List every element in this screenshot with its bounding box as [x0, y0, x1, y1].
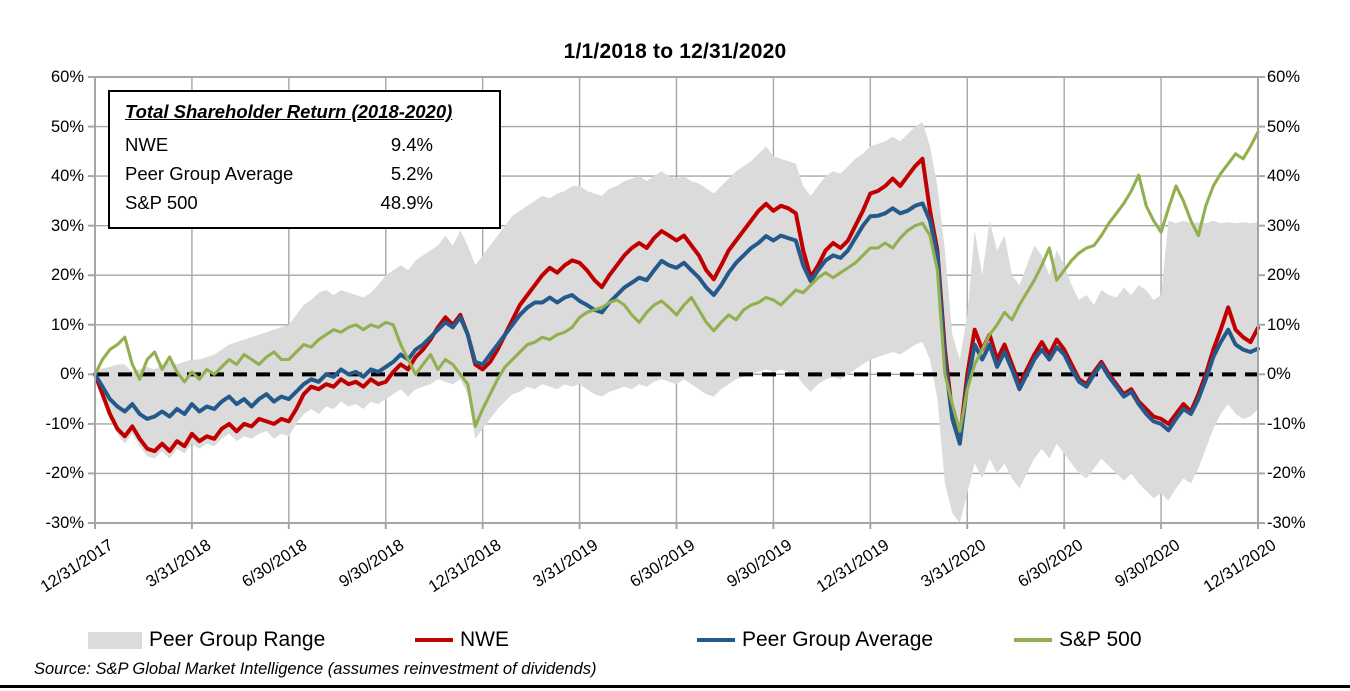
- y-tick-label-left: -10%: [45, 414, 84, 433]
- chart-title: 1/1/2018 to 12/31/2020: [563, 40, 787, 63]
- tsr-summary-row-peer: Peer Group Average 5.2%: [125, 159, 483, 188]
- y-tick-label-right: -20%: [1267, 464, 1306, 483]
- tsr-summary-title: Total Shareholder Return (2018-2020): [125, 101, 453, 122]
- y-tick-label-left: 30%: [50, 216, 84, 235]
- legend-item-sp500: S&P 500: [1014, 626, 1142, 654]
- legend-item-nwe: NWE: [415, 626, 509, 654]
- peer-group-average-line-swatch: [697, 637, 735, 643]
- legend-item-peer-group-average: Peer Group Average: [697, 626, 933, 654]
- y-tick-label-right: -10%: [1267, 414, 1306, 433]
- y-tick-label-left: -20%: [45, 464, 84, 483]
- y-tick-label-right: 60%: [1267, 68, 1301, 86]
- source-note: Source: S&P Global Market Intelligence (…: [34, 660, 597, 678]
- legend-label-sp500: S&P 500: [1059, 628, 1142, 651]
- y-tick-label-right: 40%: [1267, 167, 1301, 186]
- tsr-summary-label-sp500: S&P 500: [125, 192, 198, 213]
- y-tick-label-left: 50%: [50, 117, 84, 136]
- tsr-summary-value-nwe: 9.4%: [390, 134, 433, 155]
- y-tick-label-left: 40%: [50, 167, 84, 186]
- tsr-summary-row-sp500: S&P 500 48.9%: [125, 188, 483, 217]
- y-tick-label-left: 10%: [50, 315, 84, 334]
- peer-group-range-swatch: [88, 631, 142, 649]
- sp500-line-swatch: [1014, 637, 1052, 643]
- legend-label-peer-group-range: Peer Group Range: [149, 628, 326, 651]
- y-tick-label-right: 50%: [1267, 117, 1301, 136]
- legend-label-nwe: NWE: [460, 628, 509, 651]
- y-tick-label-right: 10%: [1267, 315, 1301, 334]
- y-tick-label-left: 0%: [60, 365, 84, 384]
- legend-label-peer-group-average: Peer Group Average: [742, 628, 934, 651]
- bottom-divider: [0, 685, 1350, 688]
- tsr-summary-box: Total Shareholder Return (2018-2020) NWE…: [108, 90, 501, 229]
- y-tick-label-left: -30%: [45, 514, 84, 532]
- tsr-summary-label-nwe: NWE: [125, 134, 169, 155]
- nwe-line-swatch: [415, 637, 453, 643]
- tsr-summary-label-peer: Peer Group Average: [125, 163, 294, 184]
- y-tick-label-right: -30%: [1267, 514, 1306, 532]
- y-tick-label-right: 20%: [1267, 266, 1301, 285]
- y-tick-label-right: 30%: [1267, 216, 1301, 235]
- y-tick-label-left: 60%: [50, 68, 84, 86]
- tsr-summary-row-nwe: NWE 9.4%: [125, 130, 483, 159]
- y-tick-label-left: 20%: [50, 266, 84, 285]
- y-tick-label-right: 0%: [1267, 365, 1291, 384]
- tsr-summary-value-peer: 5.2%: [390, 163, 433, 184]
- tsr-summary-value-sp500: 48.9%: [380, 192, 433, 213]
- legend-item-peer-group-range: Peer Group Range: [88, 626, 325, 654]
